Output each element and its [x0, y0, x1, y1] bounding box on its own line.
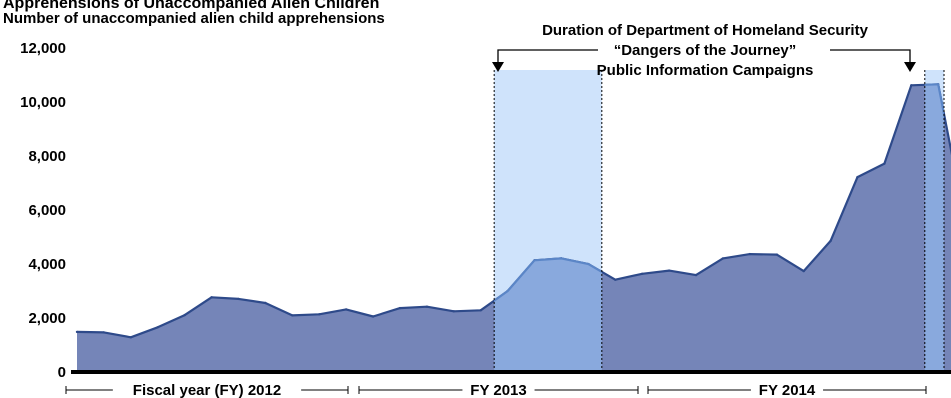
data-point-8: [264, 301, 267, 305]
data-point-25: [721, 257, 725, 260]
fy-label: FY 2014: [759, 382, 816, 398]
chart-title: Apprehensions of Unaccompanied Alien Chi…: [3, 0, 379, 12]
annotation-arrow-right: [830, 49, 911, 66]
data-point-12: [371, 315, 375, 318]
data-point-23: [667, 269, 671, 272]
y-tick-label: 6,000: [28, 202, 66, 219]
data-point-4: [156, 326, 159, 329]
data-point-22: [641, 272, 644, 275]
data-point-30: [856, 175, 859, 179]
data-point-14: [425, 305, 429, 308]
annotation-line-2: “Dangers of the Journey”: [614, 42, 797, 59]
data-point-16: [479, 309, 482, 312]
data-point-6: [210, 296, 213, 299]
y-tick-label: 12,000: [20, 40, 66, 57]
data-point-21: [614, 278, 617, 281]
data-point-3: [129, 336, 132, 339]
annotation-arrowhead-right: [904, 62, 916, 72]
data-point-2: [102, 331, 106, 334]
y-axis-label: Number of unaccompanied alien child appr…: [3, 10, 385, 27]
y-tick-label: 4,000: [28, 256, 66, 273]
data-point-9: [291, 314, 294, 317]
annotation-line-1: Duration of Department of Homeland Secur…: [542, 22, 869, 39]
data-point-5: [183, 313, 186, 317]
data-point-26: [748, 252, 752, 256]
data-point-1: [75, 330, 79, 334]
data-point-15: [452, 310, 455, 313]
y-tick-label: 10,000: [20, 94, 66, 111]
fy-label: FY 2013: [470, 382, 526, 398]
data-point-11: [344, 308, 348, 311]
apprehensions-area: [77, 84, 951, 371]
data-point-27: [775, 253, 778, 256]
data-point-10: [318, 313, 321, 316]
data-point-28: [802, 269, 805, 273]
annotation-arrowhead-left: [492, 62, 504, 72]
data-point-29: [829, 239, 832, 243]
data-point-7: [237, 297, 240, 301]
data-point-13: [398, 306, 402, 310]
annotation-arrow-left: [497, 49, 598, 66]
data-point-24: [694, 273, 698, 277]
annotation-line-3: Public Information Campaigns: [597, 62, 814, 79]
y-tick-label: 2,000: [28, 310, 66, 327]
data-point-31: [883, 162, 886, 165]
fy-label: Fiscal year (FY) 2012: [133, 382, 281, 398]
y-tick-label: 8,000: [28, 148, 66, 165]
y-tick-label: 0: [58, 364, 66, 381]
data-point-32: [910, 84, 913, 87]
